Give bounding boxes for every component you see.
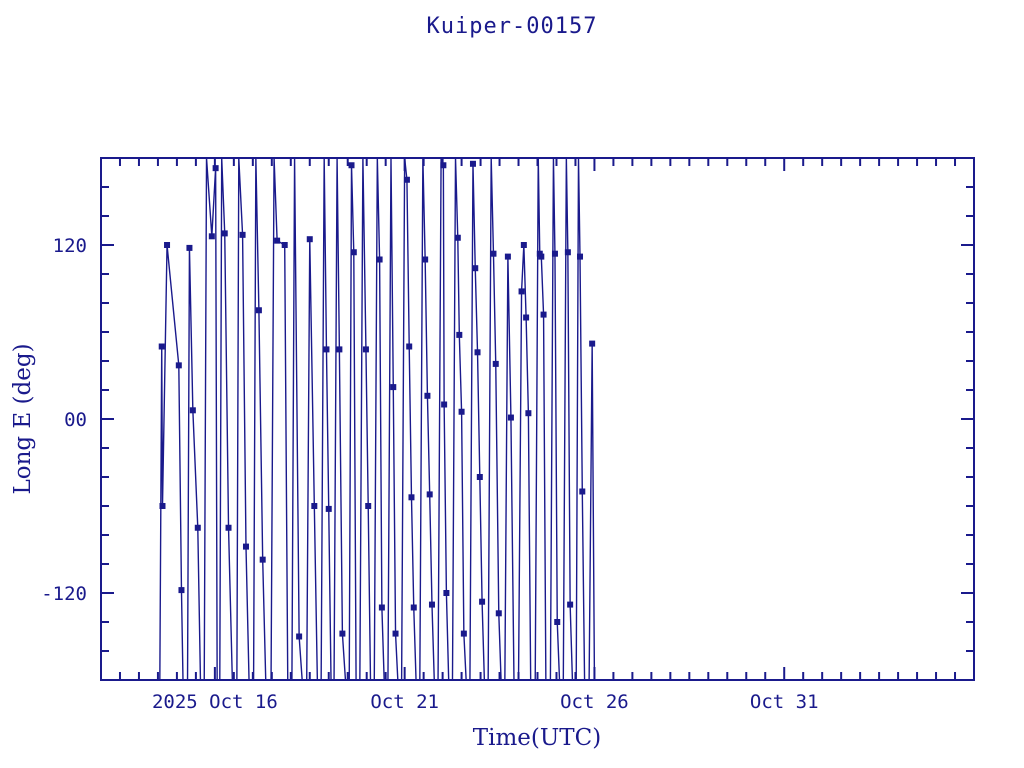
data-point-marker [392, 630, 399, 637]
data-point-marker [476, 474, 483, 480]
page-title: Kuiper-00157 [426, 14, 598, 39]
data-point-marker [454, 234, 461, 241]
x-tick-label: Oct 31 [750, 691, 819, 713]
data-point-marker [589, 340, 596, 347]
data-point-marker [194, 524, 201, 531]
data-point-marker [577, 253, 584, 260]
data-point-marker [424, 392, 431, 399]
data-point-marker [472, 265, 479, 272]
data-point-marker [504, 253, 511, 260]
data-point-marker [221, 230, 228, 237]
data-point-marker [212, 165, 219, 172]
data-point-marker [186, 244, 193, 251]
data-point-marker [306, 236, 313, 243]
data-point-marker [339, 630, 346, 637]
data-point-marker [490, 250, 497, 257]
data-point-marker [296, 633, 303, 640]
data-point-marker [479, 598, 486, 605]
x-tick-label: 2025 Oct 16 [152, 691, 278, 713]
data-point-marker [239, 231, 246, 238]
data-point-marker [567, 601, 574, 608]
data-point-marker [255, 307, 262, 314]
data-point-marker [422, 256, 429, 263]
data-point-marker [208, 233, 215, 240]
y-axis-title: Long E (deg) [10, 343, 36, 494]
data-point-marker [540, 311, 547, 318]
data-point-marker [426, 491, 433, 498]
data-point-marker [376, 256, 383, 263]
data-point-marker [579, 488, 586, 495]
y-tick-label: 00 [64, 409, 87, 431]
data-series-markers [158, 160, 596, 640]
data-point-marker [242, 543, 249, 550]
data-point-marker [443, 590, 450, 596]
data-point-marker [225, 524, 232, 531]
data-point-marker [441, 401, 448, 408]
data-point-marker [348, 162, 355, 169]
y-tick-label: 120 [53, 235, 87, 257]
data-point-marker [406, 343, 413, 350]
data-point-marker [507, 414, 514, 421]
y-axis-ticks [101, 157, 974, 681]
data-point-marker [175, 362, 182, 369]
data-point-marker [336, 346, 343, 353]
data-point-marker [456, 331, 463, 338]
data-point-marker [458, 408, 465, 415]
data-point-marker [408, 494, 415, 501]
y-tick-label: -120 [41, 583, 87, 605]
data-point-marker [281, 242, 288, 248]
data-point-marker [378, 604, 385, 611]
data-point-marker [495, 610, 502, 617]
data-point-marker [460, 630, 467, 637]
data-point-marker [525, 410, 532, 417]
data-point-marker [410, 604, 417, 611]
data-point-marker [564, 249, 571, 256]
data-point-marker [390, 384, 397, 391]
data-point-marker [492, 360, 499, 367]
x-tick-label: Oct 26 [560, 691, 629, 713]
data-point-marker [551, 250, 558, 257]
x-axis-tick-labels: 2025 Oct 16 Oct 21 Oct 26 Oct 31 [152, 691, 819, 713]
data-point-marker [520, 242, 527, 248]
data-point-marker [323, 346, 330, 353]
data-point-marker [274, 237, 281, 244]
data-point-marker [158, 343, 165, 350]
data-point-marker [403, 176, 410, 183]
data-point-marker [178, 587, 185, 594]
data-point-marker [325, 505, 332, 512]
x-tick-label: Oct 21 [370, 691, 439, 713]
data-point-marker [350, 249, 357, 256]
data-series-line [159, 159, 596, 679]
data-point-marker [518, 288, 525, 295]
x-axis-title: Time(UTC) [473, 725, 601, 751]
data-point-marker [159, 503, 166, 509]
data-point-marker [474, 349, 481, 356]
data-point-marker [362, 346, 369, 353]
y-axis-tick-labels: -120 00 120 [41, 235, 87, 605]
data-point-marker [164, 242, 171, 248]
data-point-marker [538, 253, 545, 260]
data-point-marker [440, 162, 447, 169]
data-point-marker [428, 601, 435, 608]
data-point-marker [554, 619, 561, 625]
data-point-marker [259, 556, 266, 563]
data-point-marker [189, 407, 196, 414]
data-point-marker [365, 503, 372, 509]
data-point-marker [311, 503, 318, 509]
data-point-marker [523, 314, 530, 321]
data-point-marker [469, 160, 476, 167]
